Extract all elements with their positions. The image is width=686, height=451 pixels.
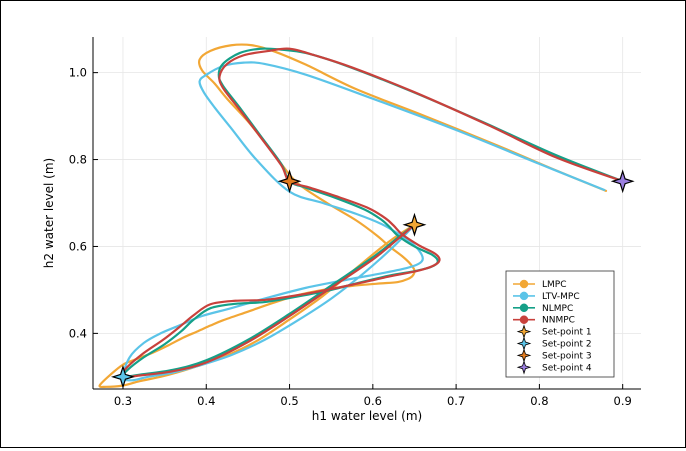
y-tick-label: 0.4 (69, 326, 87, 340)
x-tick-label: 0.9 (614, 394, 632, 408)
legend-marker (519, 291, 529, 301)
legend: LMPC LTV-MPC NLMPC NNMPC Set-point 1 Set-poin… (505, 270, 615, 378)
x-tick-label: 0.7 (447, 394, 465, 408)
legend-setpoint-marker (516, 359, 532, 375)
x-tick-label: 0.5 (280, 394, 298, 408)
setpoint-marker-4 (610, 169, 635, 194)
x-tick-label: 0.6 (364, 394, 382, 408)
y-tick-label: 1.0 (69, 66, 87, 80)
legend-label: Set-point 3 (542, 351, 592, 361)
setpoint-marker-2 (110, 364, 135, 389)
y-ticks: 0.4 0.6 0.8 1.0 (69, 66, 98, 340)
x-tick-label: 0.3 (114, 394, 132, 408)
plot-area (98, 43, 635, 389)
legend-label: Set-point 4 (542, 363, 592, 373)
x-axis-label: h1 water level (m) (312, 409, 422, 423)
setpoint-marker-1 (402, 212, 427, 237)
y-tick-label: 0.6 (69, 239, 87, 253)
x-tick-label: 0.8 (530, 394, 548, 408)
setpoint-marker-3 (277, 169, 302, 194)
legend-label: LTV-MPC (542, 292, 580, 302)
legend-marker (519, 303, 529, 313)
legend-marker (519, 315, 529, 324)
series-line-lmpc (98, 43, 608, 389)
legend-label: Set-point 1 (542, 328, 592, 338)
x-tick-label: 0.4 (197, 394, 215, 408)
series-line-nnmpc (120, 47, 624, 379)
x-ticks: 0.3 0.4 0.5 0.6 0.7 0.8 0.9 (114, 384, 632, 408)
legend-label: NNMPC (542, 316, 575, 326)
y-tick-label: 0.8 (69, 153, 87, 167)
y-axis-label: h2 water level (m) (42, 158, 56, 268)
legend-marker (519, 279, 529, 289)
legend-label: LMPC (542, 280, 567, 290)
legend-label: Set-point 2 (542, 340, 592, 350)
legend-label: NLMPC (542, 304, 573, 314)
